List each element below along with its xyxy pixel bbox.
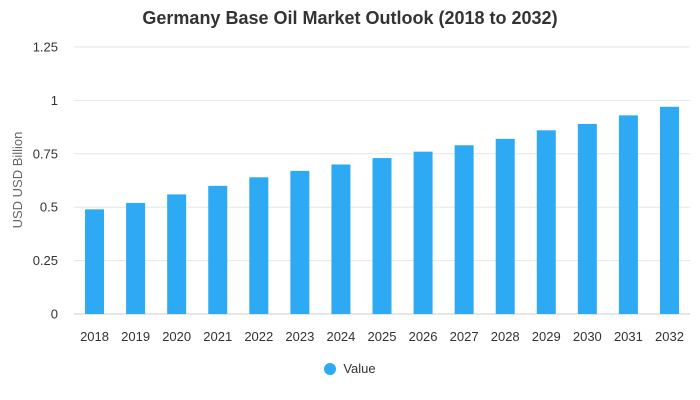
x-tick-label: 2026: [409, 329, 438, 344]
y-tick-label: 0.25: [33, 253, 58, 268]
x-tick-label: 2027: [450, 329, 479, 344]
bar-2027[interactable]: [454, 145, 474, 314]
y-axis-ticks: 0 0.25 0.5 0.75 1 1.25: [33, 40, 58, 322]
y-tick-label: 0.5: [40, 200, 58, 215]
x-tick-label: 2021: [203, 329, 232, 344]
bar-2020[interactable]: [167, 194, 187, 314]
x-tick-label: 2025: [368, 329, 397, 344]
y-tick-label: 1: [51, 93, 58, 108]
legend-label: Value: [343, 361, 376, 376]
chart-title: Germany Base Oil Market Outlook (2018 to…: [142, 8, 558, 28]
x-tick-label: 2018: [80, 329, 109, 344]
bar-2022[interactable]: [249, 177, 269, 314]
x-tick-label: 2024: [326, 329, 355, 344]
x-tick-label: 2022: [244, 329, 273, 344]
bar-2018[interactable]: [85, 209, 105, 314]
x-tick-label: 2029: [532, 329, 561, 344]
bar-2030[interactable]: [577, 123, 597, 315]
y-tick-label: 1.25: [33, 40, 58, 55]
x-tick-label: 2028: [491, 329, 520, 344]
legend-marker: [324, 362, 337, 375]
bar-2031[interactable]: [618, 115, 638, 315]
bar-2024[interactable]: [331, 164, 351, 314]
x-tick-label: 2019: [121, 329, 150, 344]
y-tick-label: 0.75: [33, 146, 58, 161]
x-tick-label: 2032: [655, 329, 684, 344]
bar-2028[interactable]: [495, 138, 515, 314]
bar-2019[interactable]: [126, 202, 146, 314]
x-tick-label: 2023: [285, 329, 314, 344]
x-tick-label: 2030: [573, 329, 602, 344]
x-tick-label: 2020: [162, 329, 191, 344]
bar-2023[interactable]: [290, 170, 310, 314]
bar-2032[interactable]: [659, 106, 679, 314]
bars: [85, 106, 679, 315]
y-tick-label: 0: [51, 307, 58, 322]
bar-2025[interactable]: [372, 158, 392, 314]
x-tick-label: 2031: [614, 329, 643, 344]
y-axis-label: USD USD Billion: [10, 132, 25, 229]
legend[interactable]: Value: [0, 361, 700, 376]
bar-2029[interactable]: [536, 130, 556, 314]
x-axis-ticks: 2018 2019 2020 2021 2022 2023 2024 2025 2026 2027…: [80, 329, 684, 344]
bar-2026[interactable]: [413, 151, 433, 314]
bar-2021[interactable]: [208, 185, 228, 314]
